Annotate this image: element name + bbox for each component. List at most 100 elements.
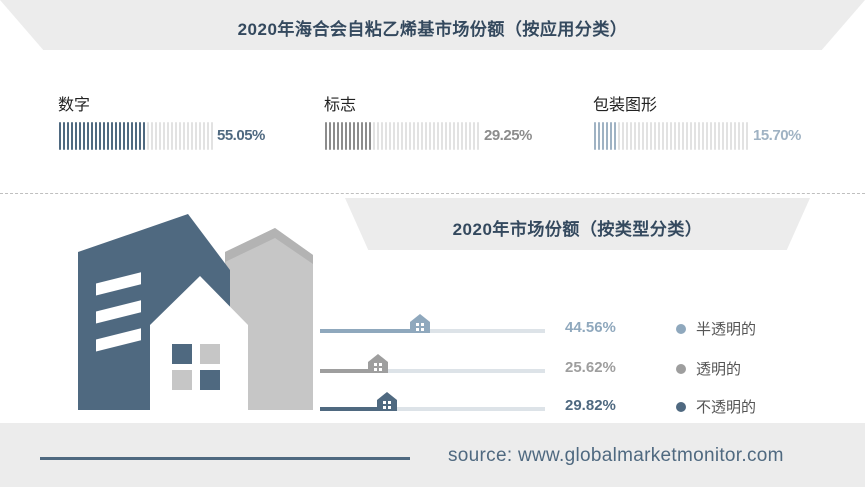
bar-stripe-empty	[393, 122, 395, 150]
bar-stripe-empty	[203, 122, 205, 150]
legend-item: 半透明的	[676, 318, 756, 339]
bar-stripe-filled	[135, 122, 137, 150]
legend-label: 透明的	[696, 360, 742, 378]
bar-stripe-empty	[417, 122, 419, 150]
bar-stripe-filled	[87, 122, 89, 150]
bar-stripe-filled	[369, 122, 371, 150]
bar-stripe-empty	[199, 122, 201, 150]
bar-stripe-empty	[373, 122, 375, 150]
bar-stripe-empty	[159, 122, 161, 150]
bar-stripe-empty	[622, 122, 624, 150]
bar-stripe-empty	[706, 122, 708, 150]
bar-stripe-filled	[333, 122, 335, 150]
bar-stripe-filled	[103, 122, 105, 150]
bar-stripe-empty	[670, 122, 672, 150]
bar-stripe-filled	[131, 122, 133, 150]
bar-stripe-filled	[79, 122, 81, 150]
bar-stripe-empty	[429, 122, 431, 150]
application-label: 包装图形	[593, 95, 658, 114]
bar-stripe-filled	[139, 122, 141, 150]
application-bar	[58, 122, 213, 150]
bar-stripe-empty	[147, 122, 149, 150]
bar-stripe-empty	[163, 122, 165, 150]
bar-stripe-empty	[171, 122, 173, 150]
bar-stripe-filled	[83, 122, 85, 150]
bar-stripe-empty	[211, 122, 213, 150]
type-bar-fill	[320, 407, 388, 411]
bar-stripe-empty	[710, 122, 712, 150]
bar-stripe-empty	[405, 122, 407, 150]
legend-item: 不透明的	[676, 396, 756, 417]
bar-stripe-empty	[473, 122, 475, 150]
bar-stripe-filled	[107, 122, 109, 150]
bar-stripe-empty	[409, 122, 411, 150]
legend-label: 半透明的	[696, 320, 757, 338]
type-bar-fill	[320, 369, 378, 373]
bar-stripe-empty	[654, 122, 656, 150]
application-label: 数字	[58, 95, 91, 114]
bar-stripe-filled	[119, 122, 121, 150]
bar-stripe-empty	[714, 122, 716, 150]
bar-stripe-filled	[614, 122, 616, 150]
buildings-illustration	[78, 214, 313, 410]
bar-stripe-empty	[469, 122, 471, 150]
bar-stripe-filled	[610, 122, 612, 150]
bar-stripe-empty	[191, 122, 193, 150]
house-marker-icon	[408, 313, 432, 338]
bar-stripe-empty	[401, 122, 403, 150]
bar-stripe-filled	[59, 122, 61, 150]
bar-stripe-empty	[694, 122, 696, 150]
bar-stripe-empty	[702, 122, 704, 150]
bar-stripe-empty	[638, 122, 640, 150]
bar-stripe-empty	[433, 122, 435, 150]
type-bar-track	[320, 314, 545, 333]
bar-stripe-filled	[349, 122, 351, 150]
bar-stripe-empty	[457, 122, 459, 150]
bar-stripe-filled	[345, 122, 347, 150]
legend-dot-icon	[676, 401, 686, 412]
type-value-label: 29.82%	[565, 397, 616, 414]
bar-stripe-filled	[71, 122, 73, 150]
bar-stripe-filled	[143, 122, 145, 150]
bar-stripe-empty	[183, 122, 185, 150]
bar-stripe-empty	[646, 122, 648, 150]
bar-stripe-filled	[99, 122, 101, 150]
legend-dot-icon	[676, 323, 686, 334]
type-value-label: 25.62%	[565, 359, 616, 376]
bar-stripe-empty	[437, 122, 439, 150]
title-band-application	[0, 0, 865, 50]
bar-stripe-empty	[389, 122, 391, 150]
legend-dot-icon	[676, 363, 686, 374]
bar-stripe-empty	[662, 122, 664, 150]
bar-stripe-filled	[127, 122, 129, 150]
bar-stripe-empty	[477, 122, 479, 150]
bar-stripe-empty	[155, 122, 157, 150]
bar-stripe-empty	[207, 122, 209, 150]
bar-stripe-empty	[381, 122, 383, 150]
bar-stripe-filled	[329, 122, 331, 150]
bar-stripe-empty	[630, 122, 632, 150]
house-marker-icon	[366, 353, 390, 378]
bar-stripe-empty	[666, 122, 668, 150]
bar-stripe-filled	[341, 122, 343, 150]
bar-stripe-filled	[123, 122, 125, 150]
bar-stripe-empty	[421, 122, 423, 150]
bar-stripe-empty	[187, 122, 189, 150]
bar-stripe-empty	[634, 122, 636, 150]
bar-stripe-empty	[678, 122, 680, 150]
bar-stripe-empty	[397, 122, 399, 150]
bar-stripe-filled	[67, 122, 69, 150]
bar-stripe-empty	[441, 122, 443, 150]
house-marker-icon	[375, 391, 399, 416]
footer-band: source: www.globalmarketmonitor.com	[0, 423, 865, 487]
legend-label: 不透明的	[696, 398, 757, 416]
bar-stripe-empty	[179, 122, 181, 150]
bar-stripe-filled	[357, 122, 359, 150]
bar-stripe-empty	[377, 122, 379, 150]
bar-stripe-empty	[674, 122, 676, 150]
bar-stripe-empty	[686, 122, 688, 150]
bar-stripe-filled	[365, 122, 367, 150]
bar-stripe-empty	[453, 122, 455, 150]
bar-stripe-empty	[718, 122, 720, 150]
bar-stripe-filled	[111, 122, 113, 150]
